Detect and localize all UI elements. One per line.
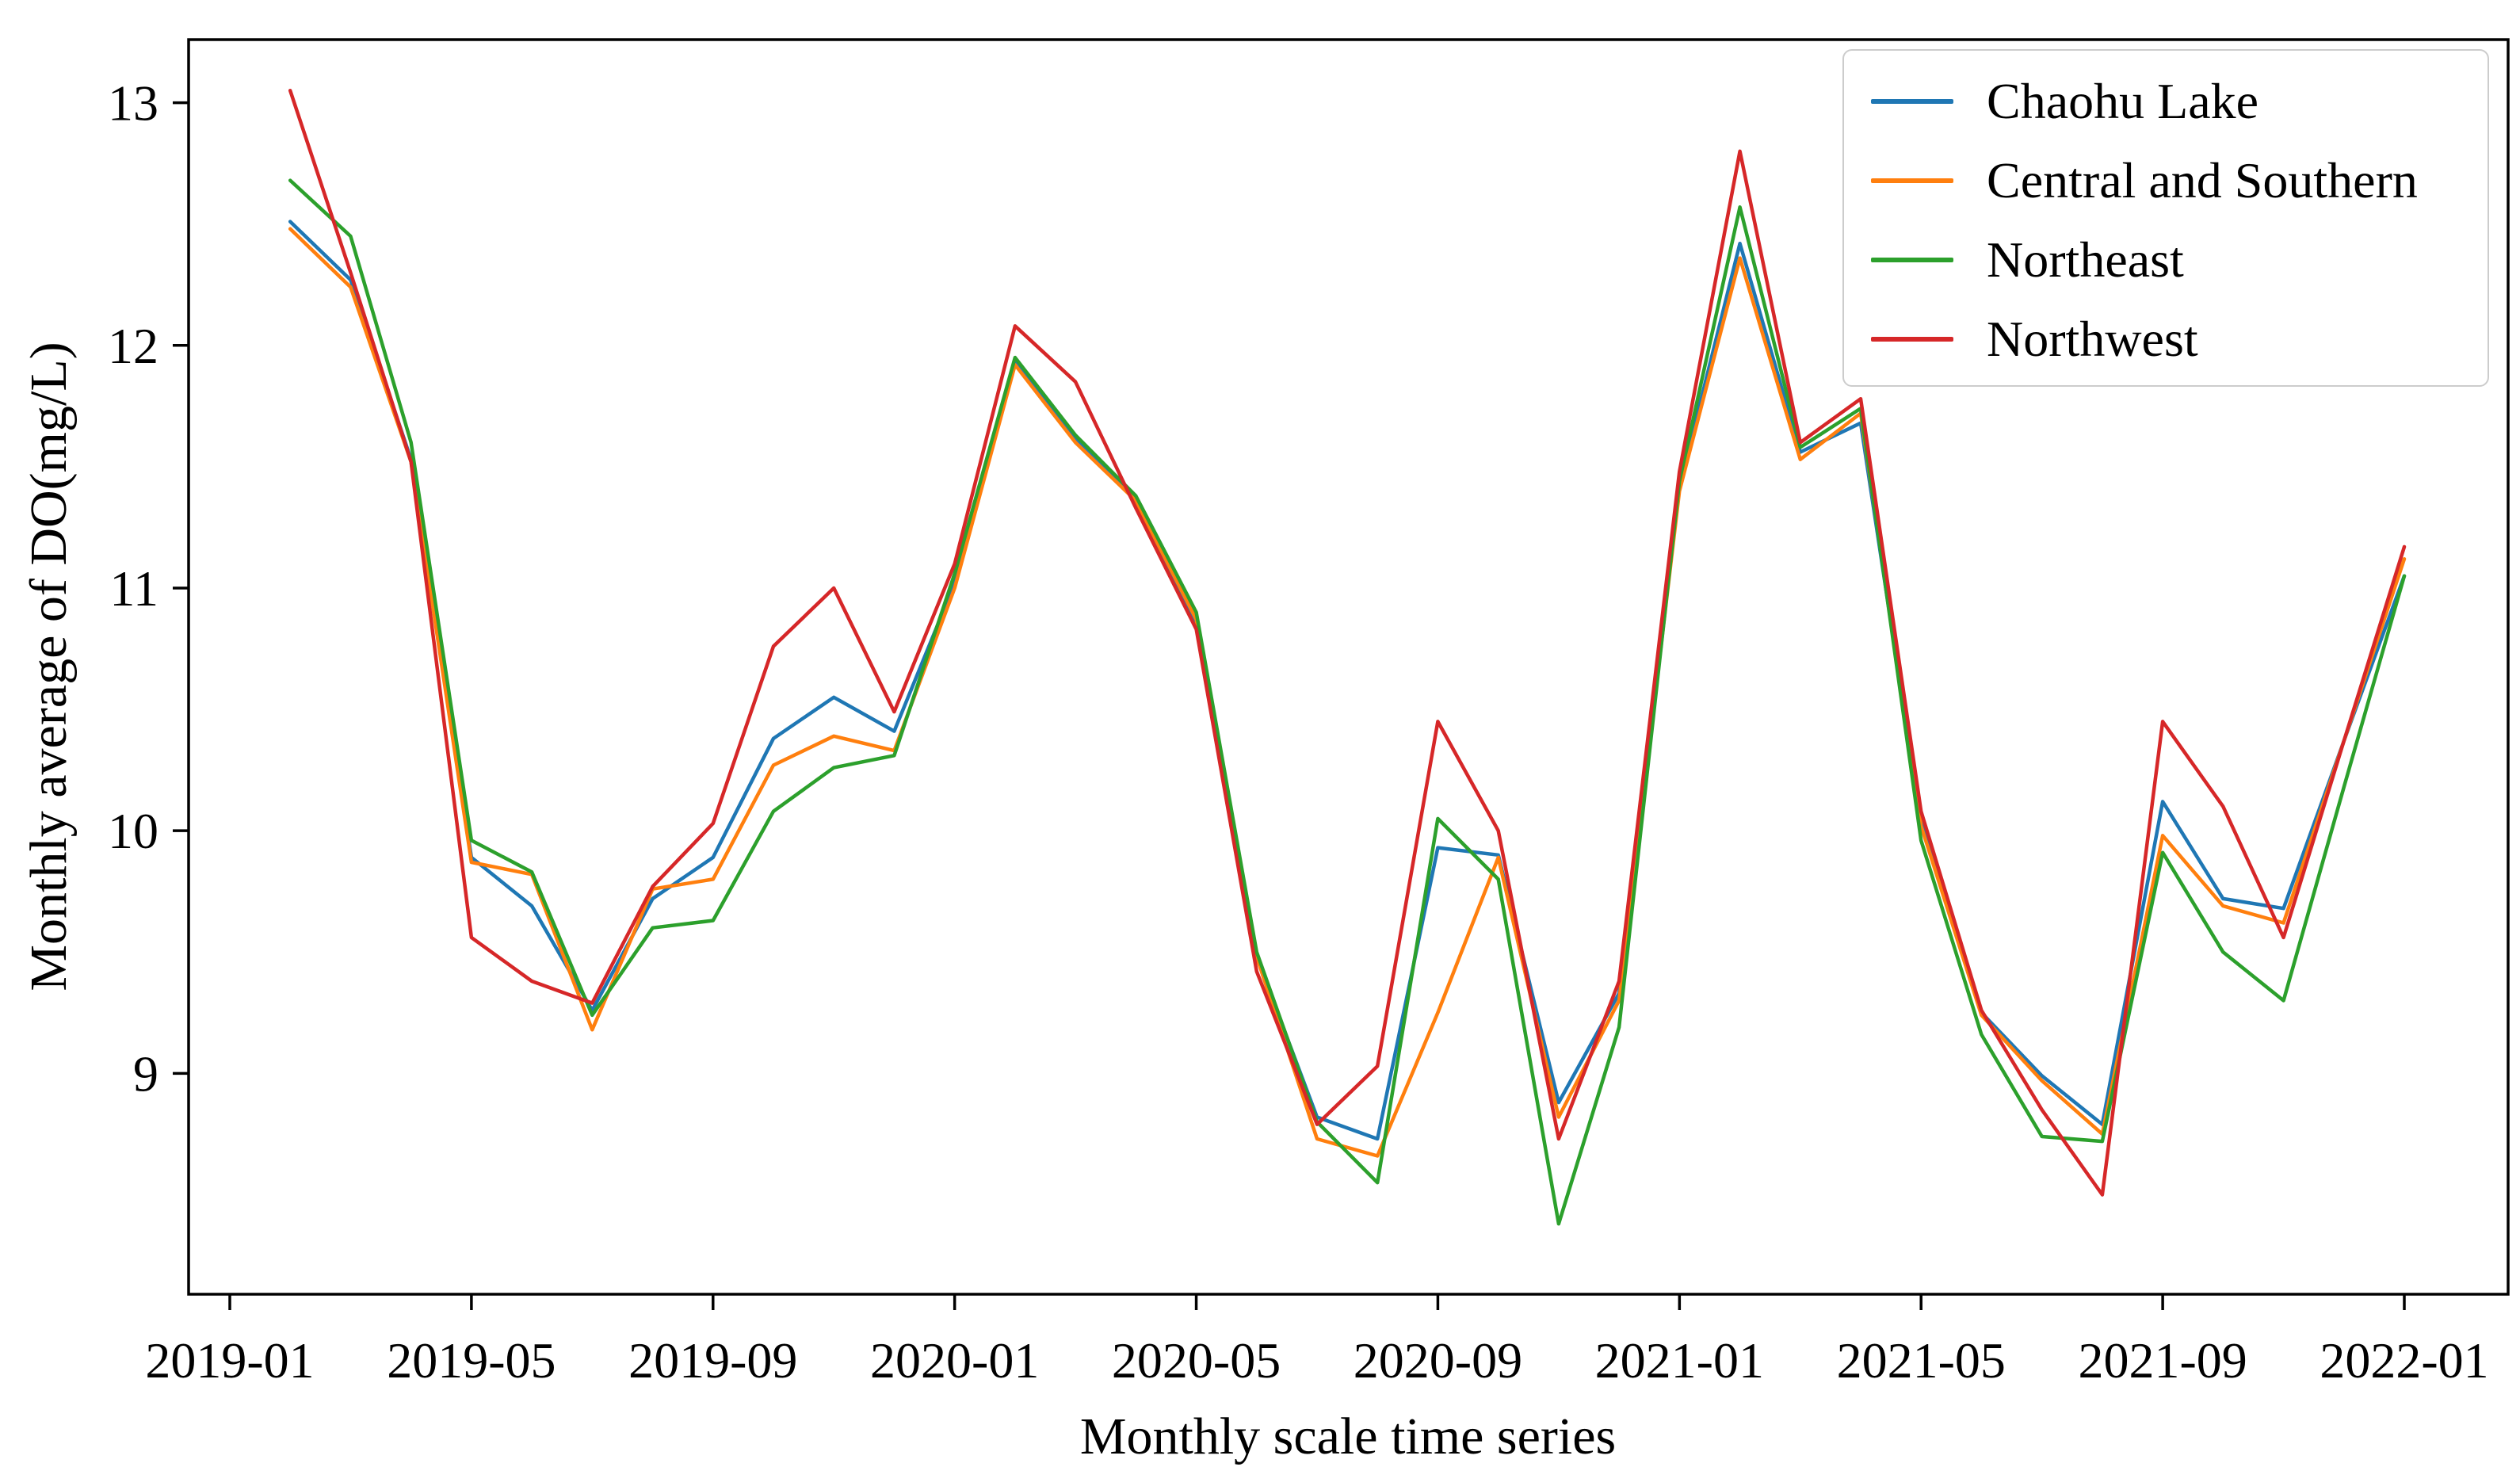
y-axis-title: Monthly average of DO(mg/L) [20,342,78,991]
y-tick-label: 13 [108,75,158,132]
y-tick-label: 10 [108,803,158,859]
x-tick-label: 2019-09 [628,1332,797,1389]
legend-label: Northeast [1987,231,2184,288]
legend-item-chaohu-lake: Chaohu Lake [1871,62,2488,141]
legend-label: Chaohu Lake [1987,73,2258,129]
legend-line-swatch-icon [1871,337,1953,342]
y-tick-label: 11 [109,560,158,617]
legend: Chaohu Lake Central and Southern Northea… [1842,49,2489,387]
y-tick-label: 9 [133,1045,158,1102]
series-line-chaohu-lake [288,220,2407,1141]
series-line-northwest [288,89,2407,1197]
plot-area [187,38,2510,1296]
legend-item-northwest: Northwest [1871,300,2488,379]
x-tick-label: 2020-01 [870,1332,1039,1389]
legend-label: Central and Southern [1987,152,2418,208]
x-tick-label: 2020-09 [1354,1332,1522,1389]
series-line-northeast [288,178,2407,1226]
x-tick-label: 2022-01 [2320,1332,2488,1389]
x-tick-label: 2019-05 [387,1332,556,1389]
y-tick-label: 12 [108,318,158,374]
x-tick-label: 2019-01 [145,1332,314,1389]
legend-line-swatch-icon [1871,99,1953,104]
x-axis-title: Monthly scale time series [1079,1408,1617,1465]
x-tick-label: 2021-01 [1595,1332,1764,1389]
legend-line-swatch-icon [1871,258,1953,262]
legend-line-swatch-icon [1871,178,1953,183]
series-line-central-and-southern [288,227,2407,1158]
legend-item-northeast: Northeast [1871,220,2488,300]
x-tick-label: 2020-05 [1112,1332,1281,1389]
legend-label: Northwest [1987,311,2198,367]
legend-item-central-and-southern: Central and Southern [1871,141,2488,220]
x-tick-label: 2021-05 [1837,1332,2006,1389]
x-tick-label: 2021-09 [2078,1332,2247,1389]
